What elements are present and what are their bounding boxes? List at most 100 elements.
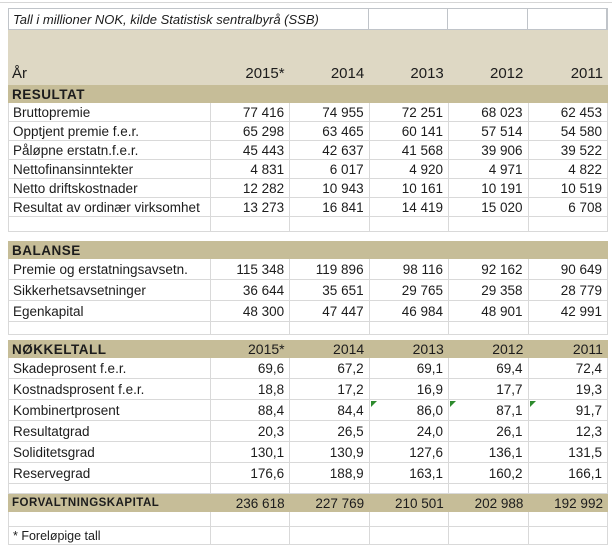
empty-cell[interactable] — [529, 217, 608, 231]
value-cell[interactable]: 6 017 — [290, 160, 370, 178]
empty-cell[interactable] — [369, 9, 449, 29]
source-note[interactable]: Tall i millioner NOK, kilde Statistisk s… — [9, 9, 369, 29]
value-cell[interactable]: 17,7 — [449, 379, 529, 399]
value-cell[interactable]: 24,0 — [370, 421, 450, 441]
value-cell[interactable]: 67,2 — [290, 358, 370, 378]
value-cell[interactable]: 14 419 — [370, 198, 450, 216]
value-cell[interactable]: 188,9 — [290, 463, 370, 483]
value-cell[interactable]: 136,1 — [449, 442, 529, 462]
value-cell[interactable]: 10 191 — [449, 179, 529, 197]
value-cell[interactable]: 57 514 — [449, 122, 529, 140]
value-cell[interactable]: 39 522 — [529, 141, 608, 159]
value-cell[interactable]: 202 988 — [474, 495, 524, 511]
value-cell[interactable]: 10 943 — [290, 179, 370, 197]
empty-cell[interactable] — [290, 217, 370, 231]
value-cell[interactable]: 45 443 — [211, 141, 291, 159]
row-label[interactable]: Resultat av ordinær virksomhet — [9, 198, 211, 216]
value-cell[interactable]: 119 896 — [290, 259, 370, 279]
value-cell[interactable]: 130,9 — [290, 442, 370, 462]
year-header-cell[interactable]: 2013 — [410, 65, 444, 82]
row-label[interactable]: Soliditetsgrad — [9, 442, 211, 462]
empty-cell[interactable] — [449, 484, 529, 493]
value-cell[interactable]: 15 020 — [449, 198, 529, 216]
empty-cell[interactable] — [290, 322, 370, 334]
value-cell[interactable]: 127,6 — [370, 442, 450, 462]
value-cell[interactable]: 4 920 — [370, 160, 450, 178]
row-label[interactable]: Bruttopremie — [9, 103, 211, 121]
row-label[interactable]: Nettofinansinntekter — [9, 160, 211, 178]
empty-cell[interactable] — [211, 217, 291, 231]
section-title[interactable]: NØKKELTALL — [12, 341, 107, 357]
value-cell[interactable]: 17,2 — [290, 379, 370, 399]
value-cell[interactable]: 46 984 — [370, 301, 450, 321]
empty-cell[interactable] — [528, 9, 607, 29]
value-cell[interactable]: 60 141 — [370, 122, 450, 140]
value-cell[interactable]: 130,1 — [211, 442, 291, 462]
row-label[interactable]: Sikkerhetsavsetninger — [9, 280, 211, 300]
empty-cell[interactable] — [370, 322, 450, 334]
empty-cell[interactable] — [448, 9, 528, 29]
year-header-cell[interactable]: 2013 — [412, 341, 444, 357]
row-label[interactable]: Kostnadsprosent f.e.r. — [9, 379, 211, 399]
empty-cell[interactable] — [529, 512, 608, 526]
value-cell[interactable]: 18,8 — [211, 379, 291, 399]
empty-cell[interactable] — [9, 322, 211, 334]
value-cell[interactable]: 6 708 — [529, 198, 608, 216]
value-cell[interactable]: 12 282 — [211, 179, 291, 197]
value-cell[interactable]: 47 447 — [290, 301, 370, 321]
value-cell[interactable]: 236 618 — [235, 495, 285, 511]
value-cell[interactable]: 4 822 — [529, 160, 608, 178]
empty-cell[interactable] — [529, 484, 608, 493]
year-header-cell[interactable]: 2012 — [492, 341, 524, 357]
year-header-cell[interactable]: 2011 — [570, 65, 603, 82]
footnote[interactable]: * Foreløpige tall — [9, 527, 211, 544]
value-cell[interactable]: 10 519 — [529, 179, 608, 197]
value-cell[interactable]: 62 453 — [529, 103, 608, 121]
empty-cell[interactable] — [370, 527, 450, 544]
value-cell[interactable]: 36 644 — [211, 280, 291, 300]
value-cell[interactable]: 72 251 — [370, 103, 450, 121]
value-cell[interactable]: 48 300 — [211, 301, 291, 321]
value-cell[interactable]: 163,1 — [370, 463, 450, 483]
value-cell[interactable]: 63 465 — [290, 122, 370, 140]
year-header-cell[interactable]: 2011 — [572, 341, 603, 357]
value-cell[interactable]: 160,2 — [449, 463, 529, 483]
year-header-cell[interactable]: 2014 — [333, 341, 365, 357]
empty-cell[interactable] — [290, 484, 370, 493]
year-header-cell[interactable]: 2012 — [490, 65, 524, 82]
value-cell[interactable]: 41 568 — [370, 141, 450, 159]
empty-cell[interactable] — [211, 484, 291, 493]
value-cell[interactable]: 10 161 — [370, 179, 450, 197]
value-cell[interactable]: 69,4 — [449, 358, 529, 378]
row-label[interactable]: Opptjent premie f.e.r. — [9, 122, 211, 140]
value-cell[interactable]: 91,7 — [529, 400, 608, 420]
value-cell[interactable]: 65 298 — [211, 122, 291, 140]
value-cell[interactable]: 28 779 — [529, 280, 608, 300]
empty-cell[interactable] — [211, 527, 291, 544]
section-title[interactable]: RESULTAT — [12, 86, 85, 102]
value-cell[interactable]: 90 649 — [529, 259, 608, 279]
value-cell[interactable]: 92 162 — [449, 259, 529, 279]
row-label[interactable]: Netto driftskostnader — [9, 179, 211, 197]
value-cell[interactable]: 69,1 — [370, 358, 450, 378]
empty-cell[interactable] — [211, 512, 291, 526]
empty-cell[interactable] — [9, 484, 211, 493]
value-cell[interactable]: 26,5 — [290, 421, 370, 441]
value-cell[interactable]: 176,6 — [211, 463, 291, 483]
value-cell[interactable]: 16 841 — [290, 198, 370, 216]
year-header-cell[interactable]: 2015* — [248, 341, 285, 357]
empty-cell[interactable] — [449, 527, 529, 544]
value-cell[interactable]: 69,6 — [211, 358, 291, 378]
value-cell[interactable]: 131,5 — [529, 442, 608, 462]
value-cell[interactable]: 87,1 — [449, 400, 529, 420]
value-cell[interactable]: 227 769 — [315, 495, 365, 511]
row-label[interactable]: Premie og erstatningsavsetn. — [9, 259, 211, 279]
year-header-cell[interactable]: 2015* — [245, 65, 285, 82]
empty-cell[interactable] — [529, 527, 608, 544]
value-cell[interactable]: 74 955 — [290, 103, 370, 121]
value-cell[interactable]: 29 358 — [449, 280, 529, 300]
empty-cell[interactable] — [370, 217, 450, 231]
value-cell[interactable]: 13 273 — [211, 198, 291, 216]
row-label[interactable]: Egenkapital — [9, 301, 211, 321]
value-cell[interactable]: 39 906 — [449, 141, 529, 159]
